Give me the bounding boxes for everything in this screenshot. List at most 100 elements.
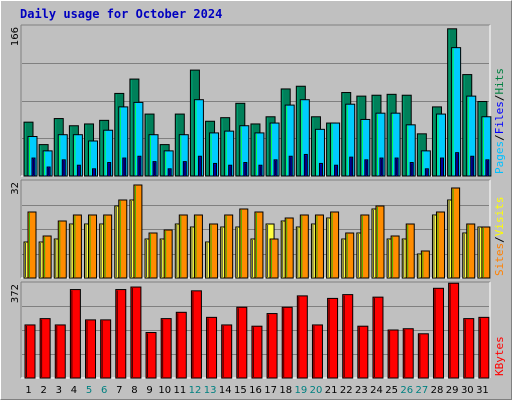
x-tick-label: 11: [173, 385, 186, 396]
sites-bar: [72, 214, 82, 279]
sites-bar-highlight: [482, 228, 484, 277]
sites-bar-highlight: [44, 237, 46, 277]
hits-bar-highlight: [357, 97, 359, 175]
visits-bar-highlight: [115, 207, 117, 277]
kbytes-bar: [478, 316, 490, 379]
visits-bar-highlight: [282, 222, 284, 277]
kbytes-bar: [39, 318, 51, 379]
kbytes-bar-highlight: [207, 318, 209, 377]
kbytes-bar: [100, 319, 112, 379]
pages-bar-highlight: [93, 169, 95, 175]
y-max-label: 32: [10, 182, 21, 195]
pages-bar-highlight: [486, 160, 488, 175]
sites-bar-highlight: [346, 234, 348, 277]
legend-item: Hits: [493, 68, 506, 95]
kbytes-bar: [281, 306, 293, 379]
hits-bar-highlight: [327, 124, 329, 175]
sites-bar: [133, 184, 143, 279]
x-tick-label: 6: [101, 385, 107, 396]
hits-bar-highlight: [463, 75, 465, 175]
pages-bar-highlight: [305, 155, 307, 175]
sites-bar-highlight: [240, 210, 242, 277]
kbytes-bar-highlight: [343, 295, 345, 377]
sites-bar-highlight: [89, 216, 91, 277]
x-tick-label: 28: [431, 385, 444, 396]
kbytes-bar: [296, 295, 308, 379]
hits-bar-highlight: [130, 80, 132, 175]
kbytes-bar-highlight: [268, 314, 270, 377]
sites-bar-highlight: [180, 216, 182, 277]
visits-bar-highlight: [161, 240, 163, 277]
sites-bar: [148, 232, 158, 279]
sites-bar-highlight: [361, 216, 363, 277]
legend-item: Files: [493, 101, 506, 134]
visits-bar-highlight: [433, 216, 435, 277]
kbytes-bar: [190, 290, 202, 379]
kbytes-bar: [24, 324, 36, 379]
y-max-label: 372: [10, 284, 21, 303]
pages-bar-highlight: [365, 160, 367, 175]
sites-bar: [118, 199, 128, 279]
sites-bar-highlight: [452, 189, 454, 277]
legend: KBytes: [493, 336, 506, 376]
kbytes-bar-highlight: [252, 327, 254, 377]
sites-bar-highlight: [467, 225, 469, 277]
hits-bar-highlight: [115, 94, 117, 175]
visits-bar-highlight: [403, 240, 405, 277]
x-tick-label: 22: [340, 385, 353, 396]
kbytes-bar-highlight: [101, 320, 103, 377]
hits-bar-highlight: [236, 104, 238, 175]
visits-bar-highlight: [463, 234, 465, 277]
kbytes-bar-highlight: [283, 308, 285, 377]
kbytes-bar-highlight: [192, 291, 194, 377]
visits-bar-highlight: [448, 201, 450, 277]
files-bar-highlight: [392, 114, 394, 175]
kbytes-bar-highlight: [162, 319, 164, 377]
kbytes-bar: [54, 324, 66, 379]
kbytes-bar-highlight: [449, 284, 451, 377]
x-tick-label: 26: [400, 385, 413, 396]
legend-item: Visits: [493, 197, 506, 237]
visits-bar-highlight: [176, 225, 178, 277]
sites-bar: [224, 214, 234, 279]
kbytes-bar: [342, 294, 354, 379]
x-tick-label: 27: [416, 385, 429, 396]
pages-bar-highlight: [33, 159, 34, 175]
pages-bar-highlight: [138, 157, 140, 175]
kbytes-bar-highlight: [41, 319, 43, 377]
hits-bar-highlight: [478, 102, 480, 175]
hits-bar-highlight: [251, 124, 253, 175]
kbytes-bar-highlight: [86, 320, 88, 377]
hits-bar-highlight: [100, 121, 102, 175]
x-tick-label: 20: [310, 385, 323, 396]
kbytes-bar-highlight: [358, 327, 360, 377]
x-tick-label: 3: [56, 385, 62, 396]
sites-bar-highlight: [437, 213, 439, 277]
sites-bar: [209, 223, 219, 279]
x-tick-label: 1: [25, 385, 31, 396]
sites-bar: [360, 214, 370, 279]
pages-bar-highlight: [396, 159, 398, 175]
sites-bar-highlight: [165, 231, 167, 277]
x-tick-label: 29: [446, 385, 459, 396]
kbytes-bar-highlight: [464, 319, 466, 377]
kbytes-bar: [175, 311, 187, 379]
x-tick-label: 13: [204, 385, 217, 396]
legend: Pages/Files/Hits: [493, 68, 506, 174]
pages-bar-highlight: [380, 159, 382, 175]
pages-bar-highlight: [320, 164, 322, 175]
pages-bar-highlight: [154, 162, 156, 175]
hits-bar-highlight: [191, 71, 193, 175]
files-bar-highlight: [59, 135, 61, 175]
sites-bar: [314, 214, 324, 279]
sites-bar: [193, 214, 203, 279]
sites-bar-highlight: [407, 225, 409, 277]
kbytes-bar: [432, 287, 444, 379]
pages-bar-highlight: [290, 157, 292, 175]
visits-bar-highlight: [388, 240, 390, 277]
files-bar-highlight: [422, 151, 424, 175]
files-bar-highlight: [240, 126, 242, 175]
sites-bar: [481, 226, 491, 279]
kbytes-bar: [387, 329, 399, 379]
kbytes-bar: [160, 318, 172, 379]
